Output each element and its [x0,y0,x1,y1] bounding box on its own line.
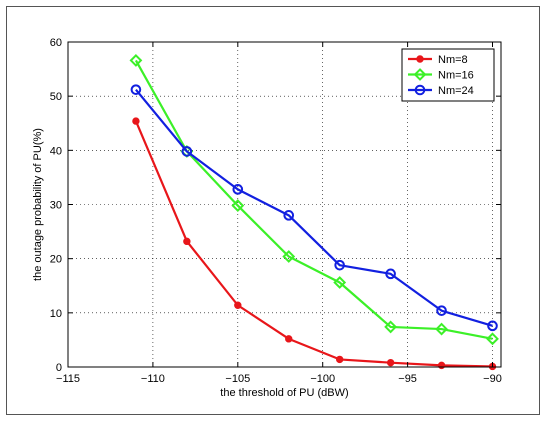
y-tick-label: 10 [50,308,62,320]
data-point [129,54,143,67]
data-point [285,335,293,343]
series-line [134,59,493,340]
legend-entry: Nm=8 [408,54,468,66]
data-point [435,322,448,336]
data-point [385,268,396,280]
data-point [486,332,499,346]
data-point [334,259,345,271]
y-tick-label: 20 [50,254,62,266]
x-tick-label: −90 [483,373,502,385]
x-tick-label: −100 [310,373,335,385]
y-axis-label: the outage probability of PU(%) [32,128,44,281]
y-tick-label: 30 [50,200,62,212]
series-line [135,88,493,327]
data-point [335,355,344,364]
series-nm-8 [132,117,497,371]
data-point [181,146,193,157]
series-line [134,120,493,368]
data-point [132,117,140,125]
data-point [333,276,347,289]
y-tick-label: 50 [50,91,62,103]
legend-label: Nm=16 [438,70,474,82]
data-point [130,84,142,95]
series-nm-24 [130,84,498,332]
data-point [384,320,398,334]
ticks: −115 −110 −105 −100 −95 −90 0 10 20 30 40 50 60 [50,37,502,385]
x-tick-label: −95 [398,373,417,385]
data-point [234,301,242,309]
series-layer [129,54,499,371]
y-tick-label: 60 [50,37,62,49]
x-tick-label: −115 [56,373,80,385]
legend-marker [416,55,424,63]
legend-marker [413,68,427,81]
data-point [386,358,395,367]
y-tick-label: 0 [56,362,62,374]
legend-entry: Nm=16 [408,68,474,82]
legend-label: Nm=24 [438,85,474,97]
data-point [437,361,446,370]
x-tick-label: −105 [225,373,250,385]
data-point [487,320,498,332]
legend-label: Nm=8 [438,54,468,66]
data-point [436,305,447,316]
data-point [282,250,296,263]
legend-marker [414,84,426,96]
data-point [283,210,295,221]
x-axis-label: the threshold of PU (dBW) [220,387,348,399]
data-point [183,237,191,246]
data-point [232,184,244,195]
series-nm-16 [129,54,499,346]
legend: Nm=8 Nm=16 Nm=24 [401,48,495,102]
x-tick-label: −110 [141,373,165,385]
legend-entry: Nm=24 [408,84,474,97]
data-point [231,199,245,212]
y-tick-label: 40 [50,145,62,157]
